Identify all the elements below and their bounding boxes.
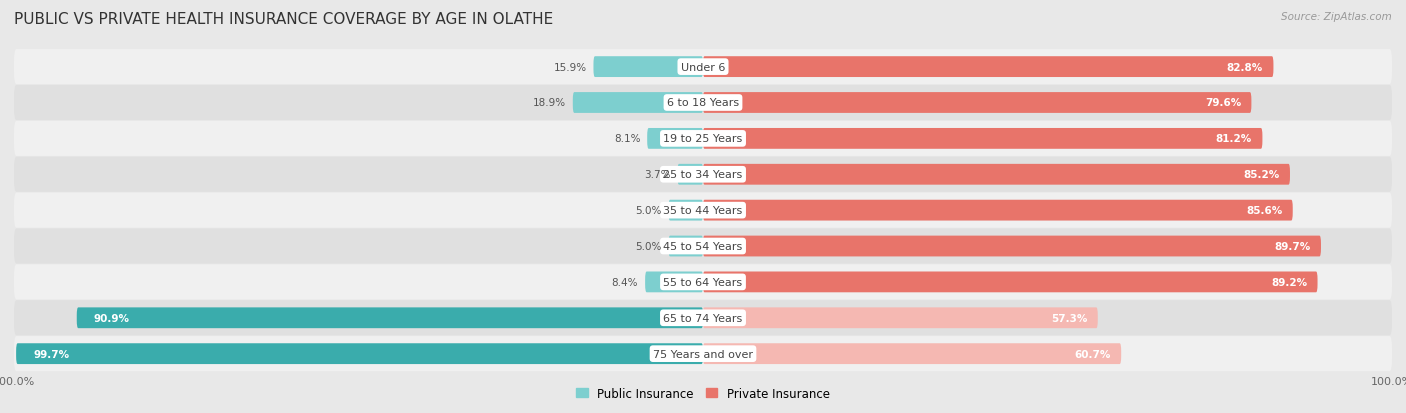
FancyBboxPatch shape bbox=[703, 236, 1322, 257]
Text: 15.9%: 15.9% bbox=[554, 62, 586, 72]
FancyBboxPatch shape bbox=[14, 86, 1392, 121]
Text: 65 to 74 Years: 65 to 74 Years bbox=[664, 313, 742, 323]
Text: PUBLIC VS PRIVATE HEALTH INSURANCE COVERAGE BY AGE IN OLATHE: PUBLIC VS PRIVATE HEALTH INSURANCE COVER… bbox=[14, 12, 554, 27]
FancyBboxPatch shape bbox=[669, 200, 703, 221]
FancyBboxPatch shape bbox=[647, 129, 703, 150]
Text: 8.1%: 8.1% bbox=[614, 134, 640, 144]
FancyBboxPatch shape bbox=[703, 93, 1251, 114]
FancyBboxPatch shape bbox=[669, 236, 703, 257]
Text: 5.0%: 5.0% bbox=[636, 242, 662, 252]
Text: 19 to 25 Years: 19 to 25 Years bbox=[664, 134, 742, 144]
FancyBboxPatch shape bbox=[77, 308, 703, 328]
Text: 57.3%: 57.3% bbox=[1052, 313, 1087, 323]
Text: 85.6%: 85.6% bbox=[1246, 206, 1282, 216]
FancyBboxPatch shape bbox=[703, 164, 1289, 185]
Text: 55 to 64 Years: 55 to 64 Years bbox=[664, 277, 742, 287]
FancyBboxPatch shape bbox=[703, 129, 1263, 150]
Text: 3.7%: 3.7% bbox=[644, 170, 671, 180]
Text: 75 Years and over: 75 Years and over bbox=[652, 349, 754, 359]
FancyBboxPatch shape bbox=[14, 157, 1392, 192]
Text: Under 6: Under 6 bbox=[681, 62, 725, 72]
Text: 35 to 44 Years: 35 to 44 Years bbox=[664, 206, 742, 216]
FancyBboxPatch shape bbox=[14, 336, 1392, 371]
FancyBboxPatch shape bbox=[14, 50, 1392, 85]
FancyBboxPatch shape bbox=[14, 121, 1392, 157]
Text: 18.9%: 18.9% bbox=[533, 98, 565, 108]
FancyBboxPatch shape bbox=[703, 57, 1274, 78]
FancyBboxPatch shape bbox=[645, 272, 703, 292]
FancyBboxPatch shape bbox=[572, 93, 703, 114]
FancyBboxPatch shape bbox=[703, 200, 1292, 221]
Text: 90.9%: 90.9% bbox=[94, 313, 129, 323]
FancyBboxPatch shape bbox=[593, 57, 703, 78]
FancyBboxPatch shape bbox=[703, 272, 1317, 292]
Text: 5.0%: 5.0% bbox=[636, 206, 662, 216]
Text: Source: ZipAtlas.com: Source: ZipAtlas.com bbox=[1281, 12, 1392, 22]
FancyBboxPatch shape bbox=[14, 301, 1392, 335]
Text: 60.7%: 60.7% bbox=[1074, 349, 1111, 359]
Text: 89.7%: 89.7% bbox=[1274, 242, 1310, 252]
Text: 25 to 34 Years: 25 to 34 Years bbox=[664, 170, 742, 180]
Text: 85.2%: 85.2% bbox=[1243, 170, 1279, 180]
Text: 45 to 54 Years: 45 to 54 Years bbox=[664, 242, 742, 252]
Text: 8.4%: 8.4% bbox=[612, 277, 638, 287]
Legend: Public Insurance, Private Insurance: Public Insurance, Private Insurance bbox=[571, 382, 835, 404]
FancyBboxPatch shape bbox=[15, 344, 703, 364]
FancyBboxPatch shape bbox=[703, 308, 1098, 328]
Text: 99.7%: 99.7% bbox=[34, 349, 69, 359]
Text: 79.6%: 79.6% bbox=[1205, 98, 1241, 108]
FancyBboxPatch shape bbox=[678, 164, 703, 185]
Text: 81.2%: 81.2% bbox=[1216, 134, 1253, 144]
FancyBboxPatch shape bbox=[14, 193, 1392, 228]
Text: 82.8%: 82.8% bbox=[1227, 62, 1263, 72]
FancyBboxPatch shape bbox=[703, 344, 1121, 364]
FancyBboxPatch shape bbox=[14, 229, 1392, 264]
Text: 6 to 18 Years: 6 to 18 Years bbox=[666, 98, 740, 108]
FancyBboxPatch shape bbox=[14, 265, 1392, 300]
Text: 89.2%: 89.2% bbox=[1271, 277, 1308, 287]
